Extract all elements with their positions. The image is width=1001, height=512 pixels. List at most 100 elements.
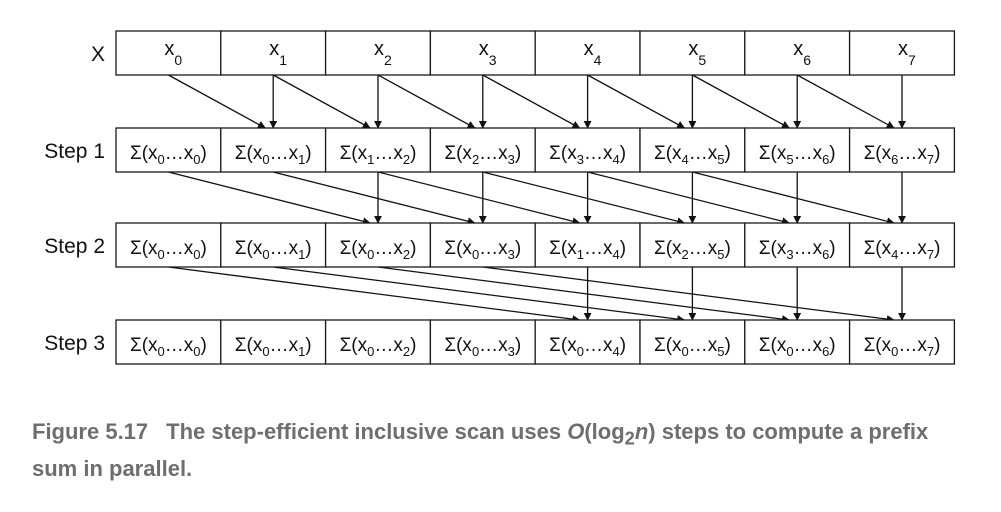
cell-2-7: Σ(x4…x7) [848,222,956,268]
cell-box [639,222,746,268]
cell-box [429,319,536,365]
cell-text: Σ(x0…x1) [235,335,312,359]
cell-text: Σ(x1…x2) [340,143,417,167]
cell-3-7: Σ(x0…x7) [848,319,956,365]
cell-box [429,30,536,76]
cell-box [429,222,536,268]
cell-box [115,127,222,173]
caption-paren-open: (log [584,419,625,444]
cell-2-3: Σ(x0…x3) [429,222,536,268]
arrow-diagonal [273,266,686,324]
cell-box [429,127,536,173]
cell-text: Σ(x0…x4) [549,335,626,359]
cell-0-1: x1 [220,30,327,76]
arrow-diagonal [168,171,371,226]
cell-text: Σ(x4…x5) [654,143,731,167]
arrow-diagonal [168,74,266,129]
cell-3-5: Σ(x0…x5) [639,319,746,365]
cell-text: Σ(x6…x7) [864,143,941,167]
cell-3-6: Σ(x0…x6) [744,319,851,365]
caption-paren-close: ) [648,419,656,444]
cell-box [744,127,851,173]
cell-0-4: x4 [534,30,641,76]
cell-text: Σ(x2…x3) [444,143,521,167]
cell-text: x7 [898,38,916,68]
cell-text: Σ(x0…x6) [759,335,836,359]
cell-text: Σ(x0…x1) [235,143,312,167]
arrow-diagonal [482,171,686,226]
cell-box [115,222,222,268]
arrow-diagonal [273,171,476,226]
cell-1-6: Σ(x5…x6) [744,127,851,173]
cell-box [534,319,641,365]
cell-1-1: Σ(x0…x1) [220,127,327,173]
cell-3-0: Σ(x0…x0) [115,319,222,365]
row-label: Step 1 [44,140,105,163]
row-2: Step 2 Σ(x0…x0) Σ(x0…x1) Σ(x0…x2) Σ(x0…x3) Σ(… [44,222,956,268]
arrow-diagonal [482,74,581,129]
caption-log-base: 2 [624,427,635,449]
cell-text: Σ(x0…x2) [340,335,417,359]
cell-text: Σ(x0…x3) [444,238,521,262]
cell-0-5: x5 [639,30,746,76]
cell-text: Σ(x1…x4) [549,238,626,262]
arrow-diagonal [692,171,895,226]
cell-text: x0 [164,38,182,68]
row-1: Step 1 Σ(x0…x0) Σ(x0…x1) Σ(x1…x2) Σ(x2…x3) Σ(… [44,127,956,173]
cell-text: Σ(x0…x7) [864,335,941,359]
cell-0-0: x0 [115,30,222,76]
cell-box [744,222,851,268]
cell-0-6: x6 [744,30,851,76]
row-label: Step 3 [44,332,105,355]
cell-box [115,30,222,76]
cell-2-4: Σ(x1…x4) [534,222,641,268]
cell-box [115,319,222,365]
figure-number: Figure 5.17 [32,419,149,444]
cell-text: x3 [479,38,497,68]
cell-box [639,127,746,173]
arrow-diagonal [377,171,581,226]
cell-box [220,127,327,173]
cell-0-7: x7 [848,30,956,76]
cell-text: Σ(x0…x2) [340,238,417,262]
cell-2-2: Σ(x0…x2) [324,222,432,268]
row-label: Step 2 [44,235,105,258]
cell-text: Σ(x0…x5) [654,335,731,359]
row-3: Step 3 Σ(x0…x0) Σ(x0…x1) Σ(x0…x2) Σ(x0…x3) Σ(… [44,319,956,365]
cell-text: Σ(x0…x0) [130,238,207,262]
cell-box [848,319,956,365]
cell-box [848,222,956,268]
cell-text: x1 [269,38,287,68]
arrow-diagonal [377,266,790,324]
arrow-diagonal [796,74,895,129]
arrows-layer [168,74,906,324]
cell-text: Σ(x0…x1) [235,238,312,262]
cell-3-4: Σ(x0…x4) [534,319,641,365]
cell-text: Σ(x3…x4) [549,143,626,167]
cell-2-6: Σ(x3…x6) [744,222,851,268]
cell-2-0: Σ(x0…x0) [115,222,222,268]
cell-text: Σ(x5…x6) [759,143,836,167]
arrow-diagonal [168,266,581,324]
cell-3-1: Σ(x0…x1) [220,319,327,365]
caption-text-after: steps to compute a prefix sum in paralle… [32,419,929,482]
arrow-diagonal [587,74,686,129]
cell-1-7: Σ(x6…x7) [848,127,956,173]
cell-text: Σ(x4…x7) [864,238,941,262]
cell-text: Σ(x0…x3) [444,335,521,359]
cell-box [639,30,746,76]
cell-box [639,319,746,365]
cell-box [848,127,956,173]
cell-0-2: x2 [324,30,432,76]
cell-text: x2 [374,38,392,68]
cell-text: Σ(x0…x0) [130,335,207,359]
cell-text: Σ(x3…x6) [759,238,836,262]
cell-box [220,319,327,365]
cell-text: x4 [584,38,602,68]
cell-box [220,30,327,76]
cell-1-4: Σ(x3…x4) [534,127,641,173]
cell-text: Σ(x2…x5) [654,238,731,262]
